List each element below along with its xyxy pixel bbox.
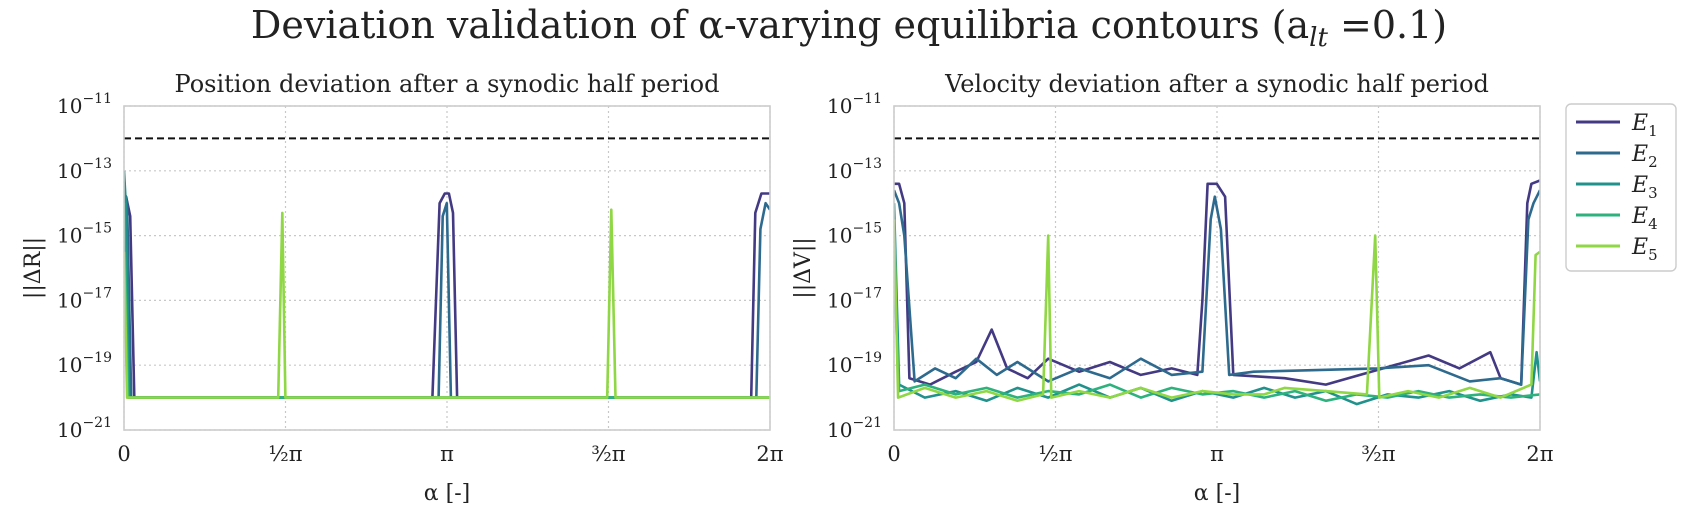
panel-title: Position deviation after a synodic half …: [175, 70, 720, 98]
x-tick-label: 0: [887, 442, 900, 466]
series-line-e3: [894, 203, 1540, 406]
x-axis-label: α [-]: [424, 481, 470, 506]
series-line-e4: [894, 267, 1540, 403]
y-tick-label: 10−17: [827, 285, 882, 312]
legend-label-e4: E4: [1631, 204, 1658, 233]
x-tick-label: ³⁄₂π: [1361, 442, 1395, 466]
y-axis-label: ||ΔV||: [791, 237, 816, 298]
y-tick-label: 10−21: [827, 415, 882, 442]
velocity-deviation-panel: 10−11 10−13 10−15 10−17 10−19 10−210 ½π π ³⁄₂π 2π…: [791, 70, 1554, 506]
y-tick-label: 10−15: [827, 221, 882, 248]
x-tick-label: 2π: [756, 442, 783, 466]
plot-frame: [123, 105, 771, 431]
series-line-e5: [124, 208, 770, 399]
x-tick-label: 2π: [1526, 442, 1553, 466]
x-tick-label: 0: [117, 442, 130, 466]
y-axis-label: ||ΔR||: [21, 237, 46, 299]
position-deviation-panel: 10−11 10−13 10−15 10−17 10−19 10−210 ½π π ³⁄₂π 2π…: [21, 70, 784, 506]
panel-title: Velocity deviation after a synodic half …: [944, 70, 1489, 98]
series-line-e1: [894, 179, 1540, 386]
legend-frame: [1565, 103, 1677, 272]
legend-label-e5: E5: [1631, 235, 1658, 264]
y-tick-label: 10−19: [57, 350, 112, 377]
series-line-e2: [894, 189, 1540, 386]
y-tick-label: 10−11: [827, 91, 882, 118]
legend-label-e1: E1: [1631, 111, 1658, 140]
figure-title-tail: =0.1): [1328, 3, 1447, 47]
plot-frame: [893, 105, 1541, 431]
series-line-e2: [124, 189, 770, 399]
y-tick-label: 10−13: [827, 156, 882, 183]
x-tick-label: π: [440, 442, 454, 466]
series-line-e5: [894, 219, 1540, 403]
y-tick-label: 10−15: [57, 221, 112, 248]
y-tick-label: 10−11: [57, 91, 112, 118]
figure-title: Deviation validation of α-varying equili…: [251, 3, 1447, 53]
y-tick-label: 10−13: [57, 156, 112, 183]
legend-label-e3: E3: [1631, 173, 1658, 202]
series-line-e1: [124, 192, 770, 399]
y-tick-label: 10−17: [57, 285, 112, 312]
x-tick-label: ½π: [268, 442, 302, 466]
y-tick-label: 10−19: [827, 350, 882, 377]
x-tick-label: ½π: [1038, 442, 1072, 466]
y-tick-label: 10−21: [57, 415, 112, 442]
x-tick-label: ³⁄₂π: [591, 442, 625, 466]
figure-title-subscript: lt: [1309, 23, 1328, 53]
x-tick-label: π: [1210, 442, 1224, 466]
legend-label-e2: E2: [1631, 142, 1658, 171]
figure-title-main: Deviation validation of α-varying equili…: [251, 3, 1309, 47]
x-axis-label: α [-]: [1194, 481, 1240, 506]
